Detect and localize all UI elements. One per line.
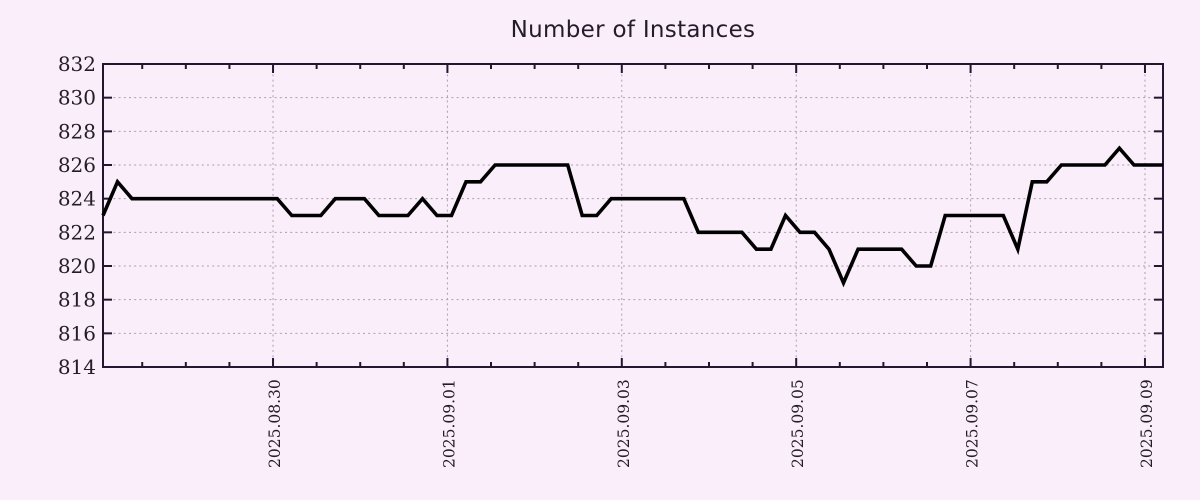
y-axis-tick-label: 820 xyxy=(58,254,96,278)
x-axis-tick-label: 2025.09.09 xyxy=(1138,379,1156,468)
data-line xyxy=(101,145,1163,288)
y-axis-tick-label: 826 xyxy=(58,153,96,177)
chart-title: Number of Instances xyxy=(510,17,756,43)
y-axis-tick-label: 828 xyxy=(58,119,96,143)
y-axis-tick-label: 818 xyxy=(58,288,96,312)
x-axis-tick-label: 2025.08.30 xyxy=(266,379,284,468)
y-axis-tick-label: 824 xyxy=(58,187,96,211)
y-axis-tick-label: 830 xyxy=(58,86,96,110)
y-axis-tick-label: 832 xyxy=(58,52,96,76)
y-axis-tick-label: 814 xyxy=(58,355,96,379)
y-axis-tick-label: 822 xyxy=(58,220,96,244)
y-axis-tick-label: 816 xyxy=(58,321,96,345)
x-axis-tick-label: 2025.09.07 xyxy=(964,379,982,468)
x-axis-tick-label: 2025.09.01 xyxy=(440,379,458,468)
x-axis-tick-label: 2025.09.05 xyxy=(789,379,807,468)
x-axis-tick-label: 2025.09.03 xyxy=(615,379,633,468)
